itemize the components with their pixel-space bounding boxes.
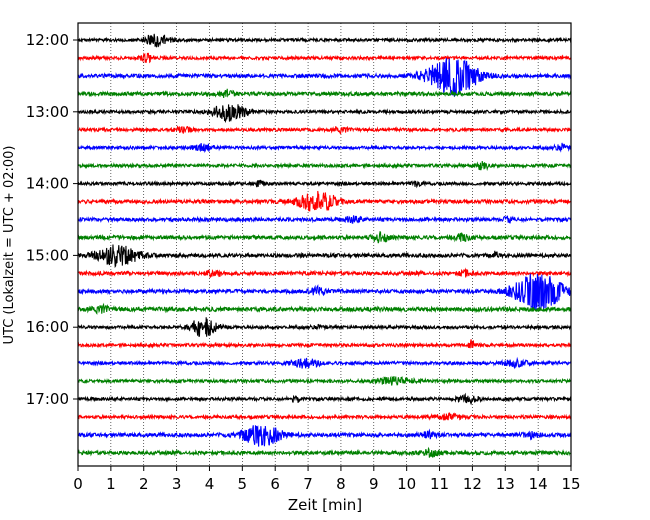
x-tick-label: 7 (303, 475, 313, 493)
trace-1245 (77, 88, 572, 98)
trace-1545 (77, 302, 572, 315)
trace-1215 (77, 52, 572, 64)
trace-1715 (77, 411, 572, 421)
x-tick-label: 11 (430, 475, 449, 493)
x-tick-label: 5 (238, 475, 248, 493)
trace-1400 (77, 179, 572, 189)
x-tick-label: 15 (561, 475, 580, 493)
x-tick-label: 14 (529, 475, 548, 493)
x-tick-label: 10 (397, 475, 416, 493)
y-tick-label: 13:00 (26, 103, 69, 121)
trace-1645 (77, 375, 572, 386)
plot-frame (77, 22, 572, 467)
trace-1500 (77, 244, 572, 269)
x-tick-label: 2 (139, 475, 149, 493)
x-tick-label: 1 (106, 475, 116, 493)
x-tick-label: 8 (336, 475, 346, 493)
y-tick-label: 14:00 (26, 175, 69, 193)
trace-1345 (77, 161, 572, 172)
trace-1600 (77, 317, 572, 337)
trace-1730 (77, 425, 572, 447)
trace-1630 (77, 356, 572, 370)
trace-1530 (77, 273, 572, 311)
y-tick-label: 16:00 (26, 318, 69, 336)
trace-1330 (77, 142, 572, 153)
x-tick-label: 4 (205, 475, 215, 493)
trace-1700 (77, 392, 572, 406)
trace-1230 (77, 58, 572, 97)
x-axis-ticks: 0 1 2 3 4 5 6 7 8 9 10 11 12 13 14 15 (73, 466, 581, 493)
traces-group (77, 33, 572, 458)
x-tick-label: 12 (463, 475, 482, 493)
trace-1430 (77, 215, 572, 224)
y-axis-ticks: 12:00 13:00 14:00 15:00 16:00 17:00 (26, 31, 78, 408)
y-tick-label: 17:00 (26, 390, 69, 408)
trace-1315 (77, 125, 572, 135)
trace-1445 (77, 230, 572, 244)
x-tick-label: 6 (270, 475, 280, 493)
trace-1515 (77, 267, 572, 279)
trace-1415 (77, 190, 572, 212)
y-tick-label: 12:00 (26, 31, 69, 49)
trace-1615 (77, 339, 572, 349)
y-axis-label: UTC (Lokalzeit = UTC + 02:00) (2, 146, 17, 345)
x-tick-label: 9 (369, 475, 379, 493)
x-tick-label: 13 (496, 475, 515, 493)
x-tick-label: 3 (172, 475, 182, 493)
trace-1300 (77, 104, 572, 124)
trace-1200 (77, 33, 572, 48)
trace-1745 (77, 446, 572, 458)
x-tick-label: 0 (73, 475, 83, 493)
x-axis-label: Zeit [min] (288, 496, 362, 514)
y-tick-label: 15:00 (26, 246, 69, 264)
vertical-grid-lines (110, 23, 539, 466)
